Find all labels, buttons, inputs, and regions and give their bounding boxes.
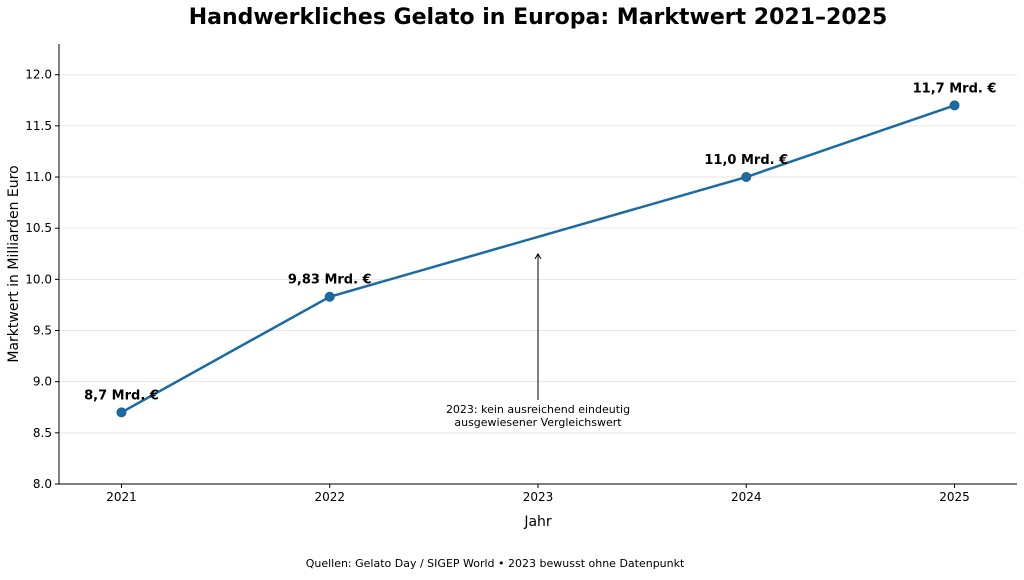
annotation-layer: 2023: kein ausreichend eindeutigausgewie… xyxy=(446,252,630,429)
y-tick-label: 8.5 xyxy=(33,426,52,440)
y-tick-label: 9.0 xyxy=(33,375,52,389)
y-tick-label: 9.5 xyxy=(33,324,52,338)
y-axis-label: Marktwert in Milliarden Euro xyxy=(6,165,22,362)
source-note: Quellen: Gelato Day / SIGEP World • 2023… xyxy=(306,557,685,570)
data-label: 9,83 Mrd. € xyxy=(288,273,372,288)
x-tick-label: 2021 xyxy=(106,490,137,504)
annotation-text: 2023: kein ausreichend eindeutig xyxy=(446,403,630,416)
y-tick-label: 8.0 xyxy=(33,477,52,491)
x-tick-label: 2024 xyxy=(731,490,762,504)
x-tick-label: 2022 xyxy=(314,490,345,504)
data-point xyxy=(116,407,127,418)
chart-title: Handwerkliches Gelato in Europa: Marktwe… xyxy=(189,5,888,30)
series-line xyxy=(120,104,955,414)
y-tick-label: 10.5 xyxy=(25,221,52,235)
y-tick-label: 10.0 xyxy=(25,272,52,286)
axes: 8.0 8.5 9.0 9.5 10.0 10.5 11.0 11.5 12.0 2021 2022… xyxy=(25,44,1017,504)
series-layer: 8,7 Mrd. € 9,83 Mrd. € 11,0 Mrd. € 11,7 Mrd… xyxy=(84,81,997,418)
x-tick-label: 2025 xyxy=(939,490,970,504)
x-axis-label: Jahr xyxy=(523,514,552,530)
data-label: 8,7 Mrd. € xyxy=(84,388,159,403)
data-point xyxy=(324,291,335,302)
data-label: 11,7 Mrd. € xyxy=(913,81,997,96)
data-point xyxy=(741,172,752,183)
y-tick-label: 11.0 xyxy=(25,170,52,184)
data-label: 11,0 Mrd. € xyxy=(704,153,788,168)
x-tick-label: 2023 xyxy=(523,490,554,504)
y-tick-label: 11.5 xyxy=(25,119,52,133)
y-tick-label: 12.0 xyxy=(25,68,52,82)
annotation-text: ausgewiesener Vergleichswert xyxy=(454,416,622,429)
data-point xyxy=(949,100,960,111)
annotation-arrowhead xyxy=(534,252,542,260)
